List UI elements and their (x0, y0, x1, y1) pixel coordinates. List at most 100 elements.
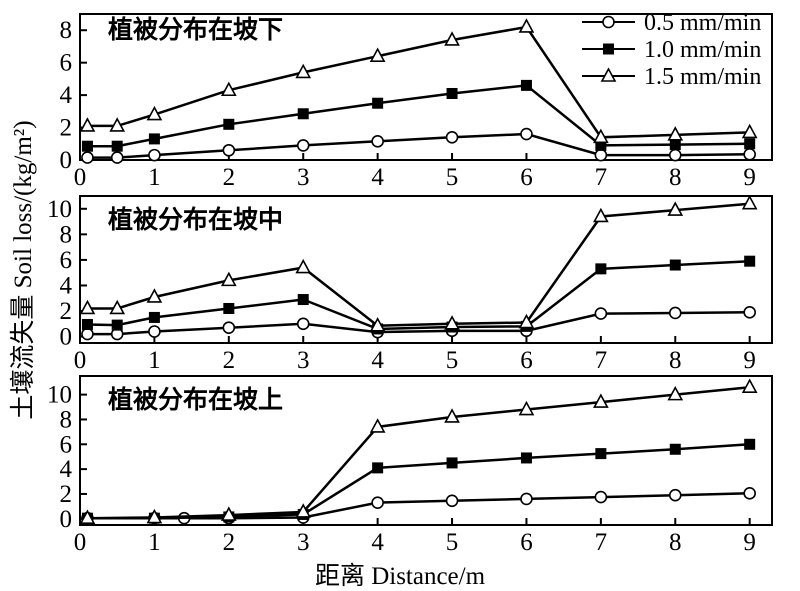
panel-1-series-3-point (79, 117, 96, 132)
panel-1-series-1-point (222, 143, 236, 157)
panel-2-x-tick-label: 9 (743, 347, 756, 374)
panel-3-series-2-point (595, 448, 607, 460)
panel-1-series-1-point (81, 151, 94, 164)
panel-2-series-3-point (295, 258, 312, 274)
panel-2-series-2-line (87, 259, 750, 331)
panel-2-x-tick-label: 0 (74, 347, 87, 374)
panel-2-x-tick-label: 4 (371, 347, 384, 374)
panel-2-series-3-point (79, 299, 96, 315)
panel-3-series-3-point (295, 503, 312, 518)
panel-1-series-1-point (445, 130, 459, 144)
panel-2-x-tick-label: 7 (595, 347, 608, 374)
panel-3-y-tick-label: 8 (60, 406, 73, 433)
panel-2-y-tick-label: 0 (60, 324, 73, 351)
panel-1-y-tick-label: 8 (60, 17, 73, 44)
panel-1-x-tick-label: 8 (669, 164, 682, 191)
panel-2-y-tick-label: 4 (60, 272, 73, 299)
panel-2-series-2-point (744, 255, 756, 267)
panel-2-y-tick-label: 6 (60, 247, 73, 274)
panel-1-series-3-point (220, 81, 237, 97)
panel-2-series-3-point (109, 299, 126, 315)
panel-2-x-tick-label: 2 (223, 347, 236, 374)
panel-2-series-2-point (81, 318, 93, 330)
panel-2-series-3-point (444, 315, 460, 330)
panel-2-series-1-point (743, 306, 756, 319)
panel-3-series-3-point (444, 408, 460, 423)
panel-2-series-2-point (669, 259, 681, 271)
panel-2-series-3-point (369, 317, 386, 332)
panel-1-series-1-point (110, 151, 124, 164)
panel-1-series-3-point (741, 123, 758, 139)
panel-3-series-3-point (518, 400, 535, 416)
panel-2-frame (79, 195, 773, 344)
panel-1-series-3-point (146, 105, 163, 121)
panel-3-series-3-point (593, 393, 609, 408)
panel-3-title: 植被分布在坡上 (108, 385, 283, 414)
panel-1-series-2-point (372, 97, 384, 109)
panel-3-series-2-line (87, 443, 750, 520)
panel-3-y-tick-label: 0 (60, 506, 73, 533)
panel-2-x-tick-label: 5 (446, 347, 459, 374)
panel-2-series-1-point (81, 327, 94, 341)
panel-1-series-1-point (520, 127, 533, 141)
panel-1-series-2-point (148, 133, 160, 145)
panel-3-series-2-point (669, 443, 681, 455)
panel-1-series-3-point (369, 47, 386, 62)
panel-3-x-tick-label: 2 (223, 529, 236, 556)
panel-3-series-3-point (741, 378, 758, 393)
panel-3-x-tick-label: 7 (595, 529, 608, 556)
legend-label-3: 1.5 mm/min (644, 64, 761, 90)
panel-3-series-3-point (667, 385, 684, 401)
panel-3-series-1-point (520, 492, 533, 506)
panel-2-y-tick-label: 8 (60, 221, 73, 248)
panel-2-series-3-point (146, 288, 163, 303)
legend-marker-2 (603, 43, 614, 55)
panel-3-series-1-point (594, 490, 608, 504)
panel-1-series-2-point (520, 79, 532, 91)
panel-2-series-2-point (595, 263, 607, 275)
legend-label-2: 1.0 mm/min (644, 37, 761, 63)
panel-2-series-2-point (111, 319, 123, 331)
panel-3-series-3-point (369, 418, 386, 433)
panel-3-frame (79, 375, 773, 526)
panel-3-y-tick-label: 6 (60, 431, 73, 458)
panel-2-series-3-point (741, 194, 758, 210)
panel-3-series-1-point (371, 496, 384, 509)
panel-1-title: 植被分布在坡下 (108, 15, 283, 44)
panel-1-x-tick-label: 2 (223, 164, 236, 191)
panel-2-series-1-line (87, 311, 750, 336)
panel-2-series-3-point (220, 271, 237, 287)
panel-3-series-2-point (520, 452, 532, 464)
panel-1-series-2-point (111, 140, 123, 152)
panel-2-y-tick-label: 10 (47, 196, 72, 223)
panel-1-y-tick-label: 0 (60, 147, 73, 174)
panel-2-x-tick-label: 8 (669, 347, 682, 374)
panel-1-series-1-point (743, 148, 756, 161)
panel-2-y-tick-label: 2 (60, 298, 73, 325)
panel-3-x-tick-label: 9 (743, 529, 756, 556)
panel-3-y-tick-label: 4 (60, 456, 73, 483)
panel-1-y-tick-label: 4 (60, 82, 73, 109)
panel-2-series-3-point (667, 201, 684, 216)
panel-1-series-2-point (669, 139, 681, 151)
panel-3-series-1-point (743, 487, 756, 500)
panel-1-x-tick-label: 6 (520, 164, 533, 191)
panel-2-series-2-point (223, 302, 235, 314)
panel-1-series-2-point (297, 108, 309, 120)
panel-3-x-tick-label: 0 (74, 529, 87, 556)
panel-3-x-tick-label: 1 (148, 529, 161, 556)
panel-3-series-3-point (79, 509, 96, 524)
panel-3-series-1-point (445, 494, 459, 508)
legend-marker-1 (602, 15, 615, 29)
panel-3-x-tick-label: 5 (446, 529, 459, 556)
panel-1-series-1-point (148, 148, 161, 162)
panel-3-y-tick-label: 10 (47, 382, 72, 409)
panel-3-series-3-point (220, 506, 237, 521)
panel-1-x-tick-label: 1 (148, 164, 161, 191)
panel-1-series-2-point (223, 118, 235, 130)
panel-3-x-tick-label: 4 (371, 529, 384, 556)
panel-1-series-2-point (744, 138, 756, 150)
panel-3-x-tick-label: 6 (520, 529, 533, 556)
panel-3-series-3-point (146, 508, 163, 524)
panel-1-series-2-point (446, 87, 458, 99)
